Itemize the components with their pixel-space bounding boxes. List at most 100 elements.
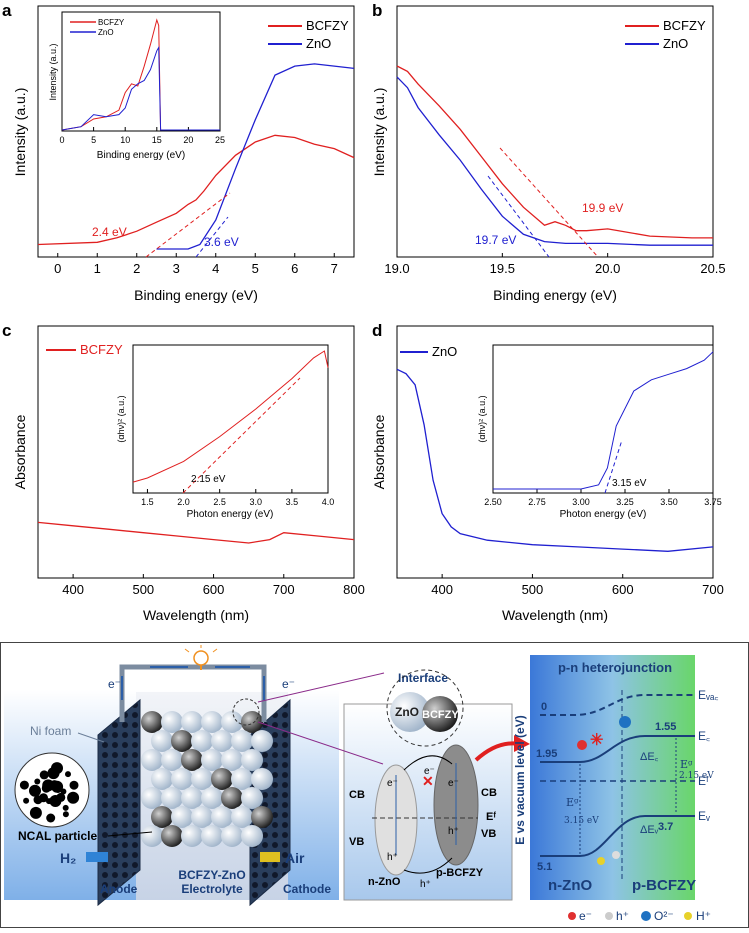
ncal-grain: [62, 804, 69, 811]
zno-particle: [141, 749, 163, 771]
electron-in-zno: e⁻: [387, 778, 398, 789]
zno-particle: [201, 711, 223, 733]
zno-particle: [161, 711, 183, 733]
bcfzy-particle: [171, 730, 193, 752]
panel-d-inset-x-tick-label: 3.50: [660, 497, 678, 507]
panel-b-series-zno: [396, 76, 713, 246]
panel-d-inset: 2.50 2.75 3.00 3.25 3.50 3.75 3.15 eV Photon …: [477, 344, 722, 520]
hole-particle-icon: [612, 851, 620, 859]
panel-a-x-tick-label: 7: [331, 261, 338, 276]
panel-label-c: c: [2, 321, 11, 340]
bcfzy-particle: [151, 806, 173, 828]
zno-particle: [151, 768, 173, 790]
bcfzy-particle: [141, 711, 163, 733]
ncal-particle-label: NCAL particle: [18, 829, 97, 843]
zno-particle: [141, 787, 163, 809]
zno-particle: [241, 749, 263, 771]
panel-d-inset-xlabel: Photon energy (eV): [560, 509, 647, 520]
panel-a-x-tick-label: 1: [94, 261, 101, 276]
legend-label-bcfzy-c: BCFZY: [80, 342, 123, 357]
panel-b-plot-frame: [396, 5, 714, 258]
zno-sphere: [390, 692, 430, 732]
panel-a-x-tick-label: 5: [252, 261, 259, 276]
zno-particle: [211, 806, 233, 828]
bcfzy-particle: [221, 787, 243, 809]
blocked-electron-icon: ✳: [590, 732, 603, 749]
panel-b-x-tick-label: 20.5: [700, 261, 725, 276]
panel-a-annotation-bcfzy: 2.4 eV: [92, 225, 127, 239]
ec-label: E꜀: [698, 729, 710, 743]
evac-curve: [540, 694, 695, 716]
panel-c-inset-tangent: [182, 377, 301, 494]
panel-b-x-tick-label: 20.0: [595, 261, 620, 276]
panel-b-tangent-bcfzy: [499, 147, 599, 258]
ncal-grain: [29, 806, 42, 819]
panel-c-inset-x-tick-label: 3.5: [286, 497, 299, 507]
bcfzy-particle: [211, 768, 233, 790]
lightbulb-icon: [184, 645, 218, 670]
bcfzy-sphere: [422, 696, 458, 732]
hole-transfer-arrow: [403, 857, 453, 874]
panel-a-tangent-zno: [195, 216, 229, 258]
ncal-grain: [60, 788, 67, 795]
air-label: Air: [285, 850, 305, 866]
panel-e-legend: e⁻ h⁺ O²⁻ H⁺: [568, 909, 711, 923]
value-0: 0: [541, 701, 547, 713]
cathode-label: Cathode: [283, 882, 331, 896]
legend-label-bcfzy: BCFZY: [306, 18, 349, 33]
panel-label-d: d: [372, 321, 382, 340]
panel-c-plot-frame: [37, 325, 355, 579]
anode-label: Anode: [100, 882, 138, 896]
ncal-grain: [67, 791, 80, 804]
panel-a-x-tick-label: 3: [173, 261, 180, 276]
ev-curve: [540, 815, 695, 857]
panel-a-legend: BCFZY ZnO: [268, 18, 349, 51]
bcfzy-particle: [181, 749, 203, 771]
panel-a-inset-x-tick-label: 25: [215, 135, 225, 145]
value-3-7: 3.7: [658, 821, 673, 833]
transition-arrowhead: [514, 735, 530, 752]
panel-a-chart: 0 1 2 3 4 5 6 7 2.4 eV 3.6 eV Binding energy (e…: [12, 5, 355, 303]
p-bcfzy-label-interface: p-BCFZY: [436, 867, 484, 879]
panel-d-inset-series-zno: [493, 351, 714, 490]
panel-c-inset-x-tick-label: 3.0: [250, 497, 263, 507]
panel-a-inset: 0 5 10 15 20 25 Binding energy (eV) Intensity…: [48, 11, 225, 161]
zno-particle: [201, 825, 223, 847]
panel-b-annotation-bcfzy: 19.9 eV: [582, 201, 623, 215]
eg-zno-label: Eᵍ: [566, 796, 579, 809]
legend-oxygen-label: O²⁻: [654, 909, 674, 923]
h2-arrow-icon: [86, 852, 108, 862]
eg-bcfzy-value: 2.15 eV: [679, 771, 714, 781]
zno-particle: [251, 730, 273, 752]
panel-d-xlabel: Wavelength (nm): [502, 607, 608, 623]
ef-label-interface: Eᶠ: [486, 811, 496, 823]
zno-particle: [181, 825, 203, 847]
panel-a-xlabel: Binding energy (eV): [134, 287, 258, 303]
panel-d-inset-x-tick-label: 2.75: [528, 497, 546, 507]
ncal-grain: [34, 778, 41, 785]
zno-particle: [231, 730, 253, 752]
ncal-grain: [33, 795, 43, 805]
interface-highlight-circle: [232, 698, 260, 726]
value-5-1: 5.1: [537, 861, 552, 873]
anode-plate: [97, 698, 141, 907]
panel-a-series-bcfzy: [37, 134, 355, 246]
ncal-grain: [46, 813, 56, 823]
panel-c-inset-x-tick-label: 1.5: [141, 497, 154, 507]
panel-a-inset-series-bcfzy: [61, 18, 220, 131]
panel-a-tangent-bcfzy: [145, 192, 231, 258]
panel-b-chart: 19.0 19.5 20.0 20.5 19.9 eV 19.7 eV Binding…: [371, 5, 726, 303]
ncal-grain: [23, 797, 30, 804]
blocked-mark-icon: ✕: [422, 773, 434, 789]
hole-in-zno: h⁺: [387, 852, 398, 863]
zno-particle: [201, 749, 223, 771]
legend-proton-label: H⁺: [696, 909, 711, 923]
electron-particle-icon: [577, 740, 587, 750]
panel-a-inset-ylabel: Intensity (a.u.): [48, 43, 58, 100]
zno-particle: [211, 730, 233, 752]
legend-electron-label: e⁻: [579, 909, 592, 923]
zno-particle: [181, 787, 203, 809]
zno-particle: [221, 749, 243, 771]
ncal-grain: [39, 770, 49, 780]
interface-title: Interface: [398, 671, 448, 685]
